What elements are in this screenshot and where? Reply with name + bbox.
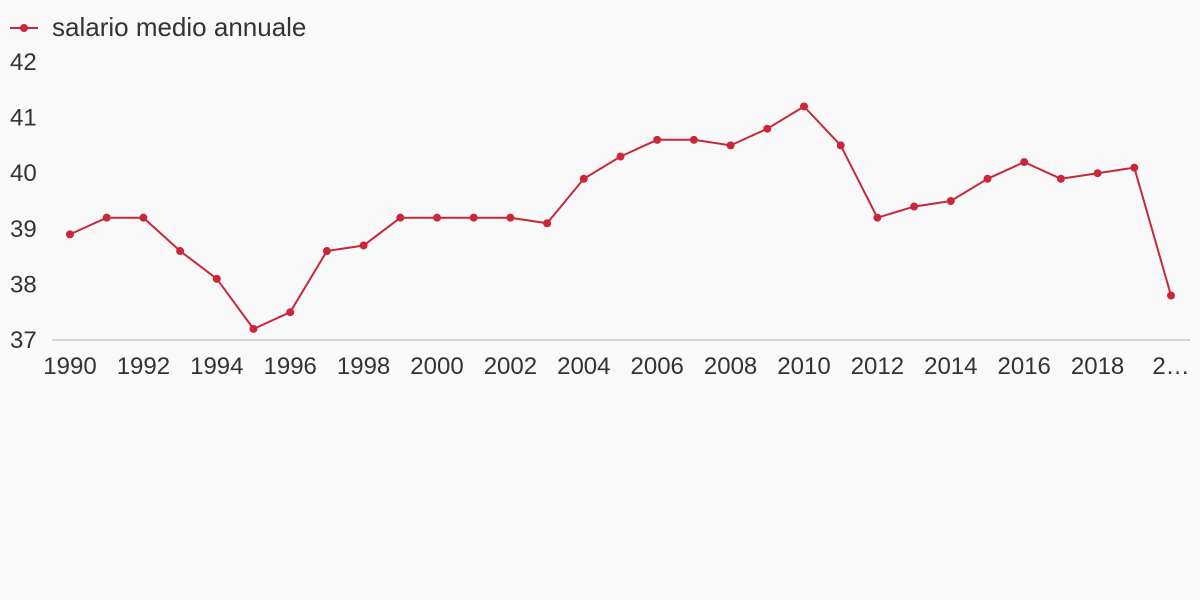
legend: salario medio annuale: [10, 12, 306, 42]
y-tick-label: 37: [10, 327, 37, 354]
data-point-2013[interactable]: [910, 202, 919, 211]
data-point-2014[interactable]: [946, 197, 955, 205]
data-point-1991[interactable]: [102, 213, 111, 222]
data-point-2007[interactable]: [689, 135, 698, 144]
data-point-1996[interactable]: [286, 308, 295, 317]
x-tick-label: 2000: [410, 353, 463, 380]
x-tick-label: 1998: [337, 353, 390, 380]
x-tick-label: 1996: [264, 353, 317, 380]
x-tick-label: 2012: [851, 353, 904, 380]
legend-swatch-marker: [20, 24, 28, 32]
y-tick-label: 39: [10, 216, 37, 243]
data-point-2017[interactable]: [1056, 174, 1065, 183]
y-tick-label: 41: [10, 105, 37, 132]
x-tick-label: 2002: [484, 353, 537, 380]
data-point-2012[interactable]: [873, 213, 882, 222]
data-point-2004[interactable]: [579, 174, 588, 183]
data-point-1994[interactable]: [212, 274, 221, 283]
x-tick-label: 1990: [43, 353, 96, 380]
data-point-2005[interactable]: [616, 152, 625, 161]
data-point-2000[interactable]: [433, 213, 441, 222]
data-point-2002[interactable]: [506, 213, 515, 222]
data-point-2020[interactable]: [1167, 291, 1175, 300]
y-tick-label: 40: [10, 160, 37, 187]
data-point-1997[interactable]: [322, 247, 331, 256]
data-point-2011[interactable]: [836, 141, 845, 150]
series-salario-medio-annuale: [66, 102, 1175, 333]
data-point-2001[interactable]: [469, 213, 478, 222]
x-tick-label: 2016: [998, 353, 1051, 380]
data-point-1992[interactable]: [139, 213, 148, 222]
data-point-1999[interactable]: [396, 213, 405, 222]
data-point-2016[interactable]: [1020, 158, 1029, 167]
x-tick-label: 2014: [924, 353, 977, 380]
x-tick-label: 1992: [117, 353, 170, 380]
legend-label: salario medio annuale: [52, 12, 306, 42]
data-point-2018[interactable]: [1093, 169, 1102, 178]
x-tick-label: 2008: [704, 353, 757, 380]
y-tick-label: 42: [10, 49, 37, 76]
x-tick-label: 2018: [1071, 353, 1124, 380]
data-point-2006[interactable]: [653, 135, 662, 144]
data-point-2010[interactable]: [800, 102, 808, 111]
y-axis: 37 38 39 40 41 42: [10, 49, 37, 354]
x-tick-label: 2010: [777, 353, 830, 380]
x-tick-label: 2006: [631, 353, 684, 380]
data-point-2003[interactable]: [543, 219, 552, 228]
x-axis: 1990 1992 1994 1996 1998 2000 2002 2004 2006 2008…: [43, 353, 1189, 380]
data-point-2008[interactable]: [726, 141, 735, 150]
data-point-2009[interactable]: [763, 124, 772, 133]
data-point-2015[interactable]: [983, 174, 992, 183]
data-point-1993[interactable]: [176, 247, 185, 256]
data-point-1995[interactable]: [249, 324, 258, 333]
data-point-2019[interactable]: [1130, 163, 1139, 172]
y-tick-label: 38: [10, 271, 37, 298]
x-tick-label: 2…: [1152, 353, 1189, 380]
x-tick-label: 1994: [190, 353, 243, 380]
data-point-1998[interactable]: [359, 241, 368, 250]
x-tick-label: 2004: [557, 353, 610, 380]
series-line: [69, 105, 1172, 330]
data-point-1990[interactable]: [66, 230, 74, 239]
